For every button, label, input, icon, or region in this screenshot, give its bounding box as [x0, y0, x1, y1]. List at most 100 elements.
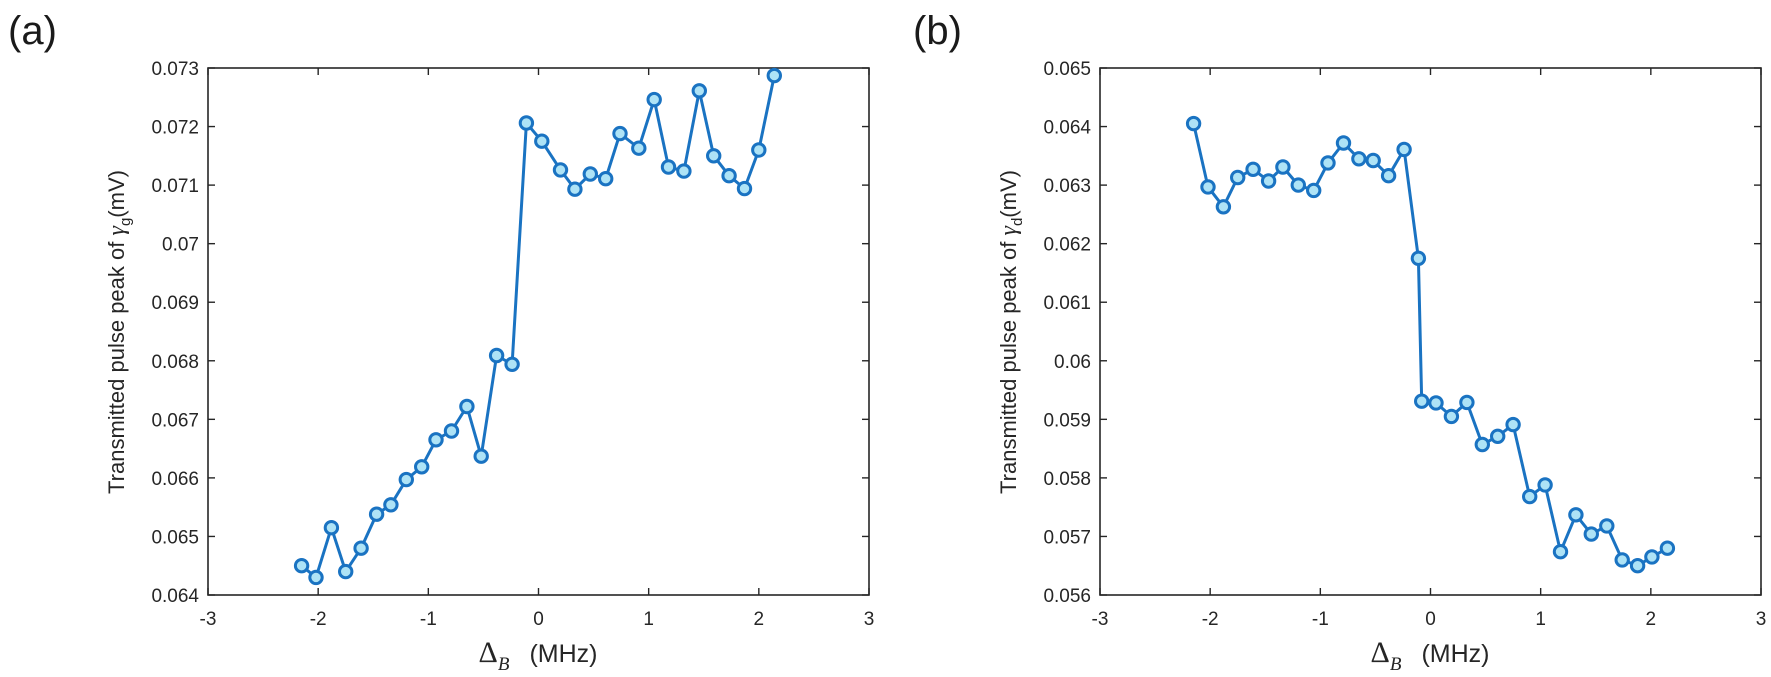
data-point-b	[1365, 152, 1381, 169]
data-point-a	[518, 115, 535, 131]
data-point-a	[504, 356, 520, 372]
series-line-a	[300, 75, 776, 579]
data-point-b	[1380, 168, 1397, 184]
data-point-a	[534, 133, 550, 149]
data-point-a	[582, 166, 598, 182]
x-axis-label-a: ΔB (MHz)	[479, 636, 598, 675]
data-point-a	[567, 181, 583, 197]
x-axis-label-b: ΔB (MHz)	[1371, 636, 1490, 675]
data-point-b	[1410, 250, 1427, 266]
panel-a: (a) -3 -2 -1 0 1 2 3 0.064 0.065 0.066 0.067 0.068 0…	[8, 9, 874, 675]
y-tick-label-b: 0.058	[1043, 469, 1091, 490]
x-tick-label-b: 2	[1646, 609, 1657, 630]
data-point-a	[751, 142, 767, 158]
y-tick-label-b: 0.065	[1043, 59, 1091, 80]
data-point-b	[1443, 408, 1460, 425]
y-tick-label-b: 0.061	[1043, 293, 1091, 314]
data-point-b	[1614, 552, 1630, 568]
y-tick-label-a: 0.073	[151, 59, 199, 80]
y-tick-label-b: 0.057	[1043, 527, 1091, 548]
data-point-b	[1320, 155, 1336, 171]
data-point-a	[398, 471, 414, 488]
data-point-b	[1459, 394, 1475, 411]
data-point-a	[338, 563, 354, 580]
x-tick-label-b: 0	[1425, 609, 1436, 630]
data-point-b	[1474, 436, 1491, 453]
data-point-b	[1644, 549, 1660, 565]
plot-frame-b	[1099, 67, 1762, 596]
data-point-b	[1428, 395, 1444, 411]
data-point-b	[1335, 135, 1352, 151]
y-tick-label-a: 0.069	[151, 293, 199, 314]
data-point-a	[308, 569, 324, 586]
data-point-a	[598, 171, 614, 187]
data-point-b	[1260, 173, 1277, 189]
data-point-a	[443, 423, 460, 439]
data-point-a	[552, 162, 569, 178]
y-tick-label-a: 0.067	[151, 410, 199, 431]
markers-a	[293, 67, 782, 586]
panel-label-b: (b)	[913, 9, 962, 53]
y-tick-label-a: 0.071	[151, 176, 199, 197]
x-tick-label-a: -3	[200, 609, 217, 630]
y-tick-label-b: 0.063	[1043, 176, 1091, 197]
data-point-a	[368, 506, 385, 522]
data-point-b	[1275, 159, 1291, 175]
data-point-b	[1245, 161, 1261, 178]
data-point-b	[1629, 558, 1646, 574]
data-point-b	[1568, 507, 1584, 523]
data-point-a	[676, 163, 692, 179]
data-point-a	[323, 520, 340, 536]
x-tick-label-a: 3	[864, 609, 875, 630]
data-point-a	[293, 558, 310, 574]
data-point-a	[736, 180, 753, 197]
data-point-b	[1200, 179, 1216, 195]
data-point-b	[1215, 199, 1232, 215]
y-tick-label-b: 0.06	[1054, 352, 1091, 373]
y-tick-label-a: 0.066	[151, 469, 199, 490]
data-point-b	[1396, 141, 1412, 158]
data-point-b	[1522, 488, 1538, 505]
y-tick-label-a: 0.065	[151, 527, 199, 548]
y-tick-label-a: 0.072	[151, 118, 199, 139]
x-tick-label-a: -2	[310, 609, 327, 630]
x-tick-label-b: 1	[1535, 609, 1546, 630]
x-tick-label-b: 3	[1756, 609, 1767, 630]
markers-b	[1185, 115, 1676, 574]
data-point-a	[646, 91, 662, 108]
y-tick-label-b: 0.064	[1043, 118, 1091, 139]
data-point-a	[660, 159, 677, 175]
data-point-b	[1505, 416, 1521, 433]
plot-frame-a	[207, 67, 870, 596]
data-point-b	[1306, 182, 1322, 199]
y-tick-label-b: 0.062	[1043, 235, 1091, 256]
y-tick-label-a: 0.064	[151, 586, 199, 607]
data-point-a	[766, 67, 782, 84]
data-point-b	[1552, 544, 1569, 560]
data-point-b	[1185, 115, 1202, 132]
data-point-b	[1230, 169, 1246, 186]
x-tick-label-b: -2	[1202, 609, 1219, 630]
y-tick-label-a: 0.068	[151, 352, 199, 373]
data-point-a	[414, 459, 430, 475]
x-tick-label-b: -1	[1312, 609, 1329, 630]
panel-label-a: (a)	[8, 9, 57, 53]
data-point-b	[1659, 540, 1676, 556]
data-point-a	[428, 432, 444, 448]
data-point-a	[383, 497, 399, 513]
data-point-a	[473, 448, 489, 464]
data-point-a	[691, 83, 707, 99]
series-line-b	[1192, 123, 1669, 568]
data-point-a	[706, 148, 722, 164]
x-tick-label-b: -3	[1092, 609, 1109, 630]
data-point-a	[488, 347, 505, 364]
data-point-b	[1290, 177, 1307, 193]
data-point-a	[721, 168, 737, 184]
data-point-b	[1490, 428, 1506, 444]
y-tick-label-b: 0.059	[1043, 410, 1091, 431]
y-tick-label-b: 0.056	[1043, 586, 1091, 607]
data-point-b	[1583, 526, 1600, 542]
y-axis-label-b: Transmitted pulse peak of γd(mV)	[996, 170, 1026, 494]
x-tick-label-a: 0	[533, 609, 544, 630]
